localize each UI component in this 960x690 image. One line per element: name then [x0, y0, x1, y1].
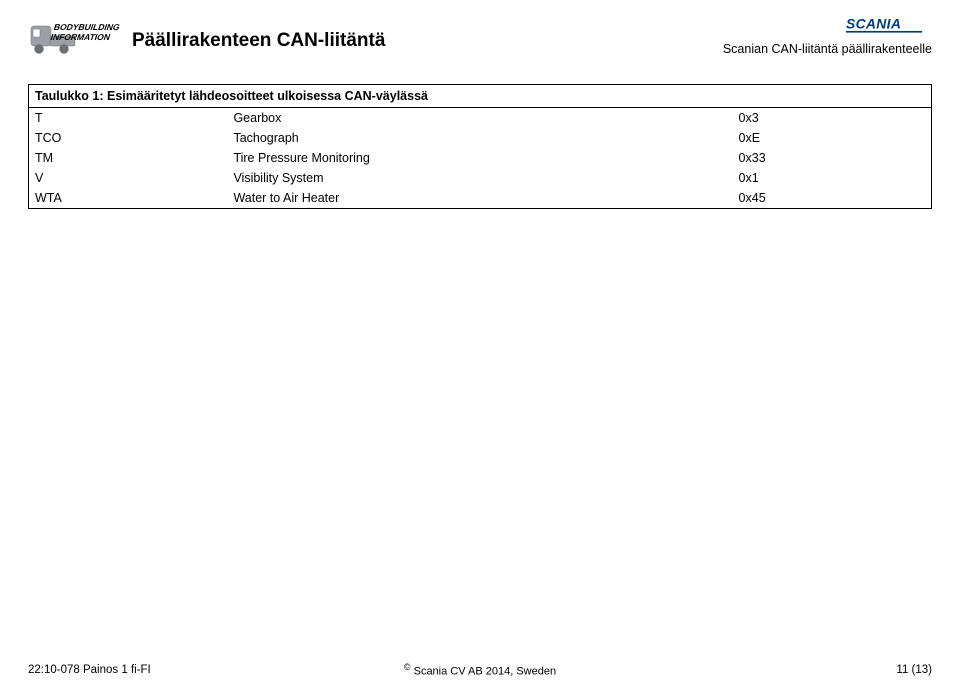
svg-text:SCANIA: SCANIA	[846, 15, 901, 31]
header-left: BODYBUILDING INFORMATION Päällirakenteen…	[28, 16, 385, 66]
table-cell: Water to Air Heater	[227, 188, 732, 208]
table-cell: 0x3	[733, 108, 931, 128]
table-caption-row: Taulukko 1: Esimääritetyt lähdeosoitteet…	[29, 85, 931, 108]
table-row: TMTire Pressure Monitoring0x33	[29, 148, 931, 168]
table-body: TGearbox0x3TCOTachograph0xETMTire Pressu…	[29, 108, 931, 208]
table-cell: TM	[29, 148, 227, 168]
logo-text-bottom: INFORMATION	[49, 32, 111, 42]
table-cell: Visibility System	[227, 168, 732, 188]
table-cell: 0x45	[733, 188, 931, 208]
table-cell: 0x1	[733, 168, 931, 188]
table-row: TGearbox0x3	[29, 108, 931, 128]
table-caption: Taulukko 1: Esimääritetyt lähdeosoitteet…	[29, 85, 931, 107]
copyright-symbol: ©	[404, 662, 411, 672]
table-row: TCOTachograph0xE	[29, 128, 931, 148]
page-header: BODYBUILDING INFORMATION Päällirakenteen…	[28, 16, 932, 66]
table-cell: 0x33	[733, 148, 931, 168]
table-cell: Tachograph	[227, 128, 732, 148]
table-row: VVisibility System0x1	[29, 168, 931, 188]
footer-center-text: Scania CV AB 2014, Sweden	[411, 666, 557, 678]
bodywork-info-logo: BODYBUILDING INFORMATION	[28, 16, 120, 66]
scania-logo: SCANIA	[846, 14, 932, 36]
footer-center: © Scania CV AB 2014, Sweden	[28, 662, 932, 678]
page-title: Päällirakenteen CAN-liitäntä	[132, 30, 385, 52]
logo-text-top: BODYBUILDING	[52, 22, 120, 32]
page-footer: 22:10-078 Painos 1 fi-FI 11 (13) © Scani…	[28, 664, 932, 676]
table-cell: Gearbox	[227, 108, 732, 128]
ecu-address-table: Taulukko 1: Esimääritetyt lähdeosoitteet…	[28, 84, 932, 209]
table-cell: T	[29, 108, 227, 128]
header-right: SCANIA Scanian CAN-liitäntä päällirakent…	[723, 14, 932, 56]
table-cell: 0xE	[733, 128, 931, 148]
table-cell: V	[29, 168, 227, 188]
table-cell: Tire Pressure Monitoring	[227, 148, 732, 168]
table-cell: WTA	[29, 188, 227, 208]
table-cell: TCO	[29, 128, 227, 148]
page-subtitle: Scanian CAN-liitäntä päällirakenteelle	[723, 42, 932, 56]
table-row: WTAWater to Air Heater0x45	[29, 188, 931, 208]
